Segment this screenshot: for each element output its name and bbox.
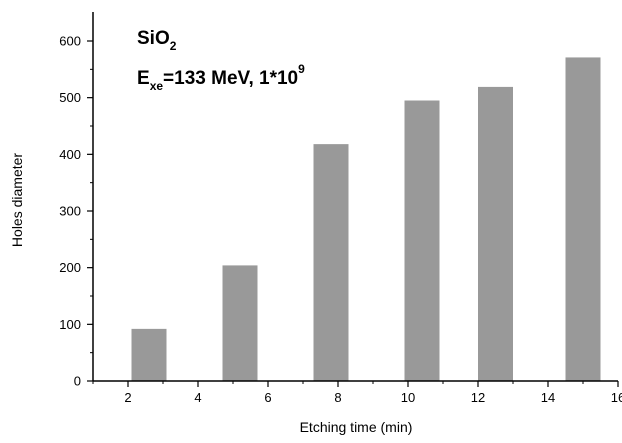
x-tick-label: 10 <box>401 390 415 405</box>
plot-area <box>131 57 601 382</box>
ticks: 0 100 200 300 400 500 600 2 4 6 8 10 12 14 16 <box>59 34 622 406</box>
x-tick-label: 16 <box>611 390 622 405</box>
x-tick-label: 12 <box>471 390 485 405</box>
axes <box>92 12 618 382</box>
x-tick-label: 2 <box>124 390 131 405</box>
x-axis-title: Etching time (min) <box>300 419 413 435</box>
annotation-energy-superscript: 9 <box>298 62 305 76</box>
annotation-material-subscript: 2 <box>170 39 177 53</box>
annotation-energy: Exe=133 MeV, 1*109 <box>137 62 305 93</box>
bar <box>404 100 440 381</box>
x-tick-label: 4 <box>194 390 201 405</box>
bar <box>313 144 349 381</box>
y-tick-label: 200 <box>59 260 81 275</box>
x-tick-label: 8 <box>334 390 341 405</box>
bar <box>478 86 513 382</box>
y-tick-label: 500 <box>59 90 81 105</box>
y-tick-label: 600 <box>59 34 81 49</box>
annotation-material-main: SiO <box>137 28 170 49</box>
annotation-energy-rest: =133 MeV, 1*10 <box>163 68 298 89</box>
x-tick-label: 14 <box>541 390 555 405</box>
x-tick-label: 6 <box>264 390 271 405</box>
annotation-material: SiO2 <box>137 28 177 53</box>
y-tick-label: 300 <box>59 204 81 219</box>
y-tick-label: 0 <box>74 374 81 389</box>
bar <box>131 328 167 381</box>
y-tick-label: 100 <box>59 317 81 332</box>
y-tick-label: 400 <box>59 147 81 162</box>
y-axis-title: Holes diameter <box>9 153 25 247</box>
annotation-energy-subscript: xe <box>150 79 164 93</box>
bar <box>565 57 601 382</box>
annotation-energy-main: E <box>137 68 150 89</box>
bar <box>222 265 258 381</box>
